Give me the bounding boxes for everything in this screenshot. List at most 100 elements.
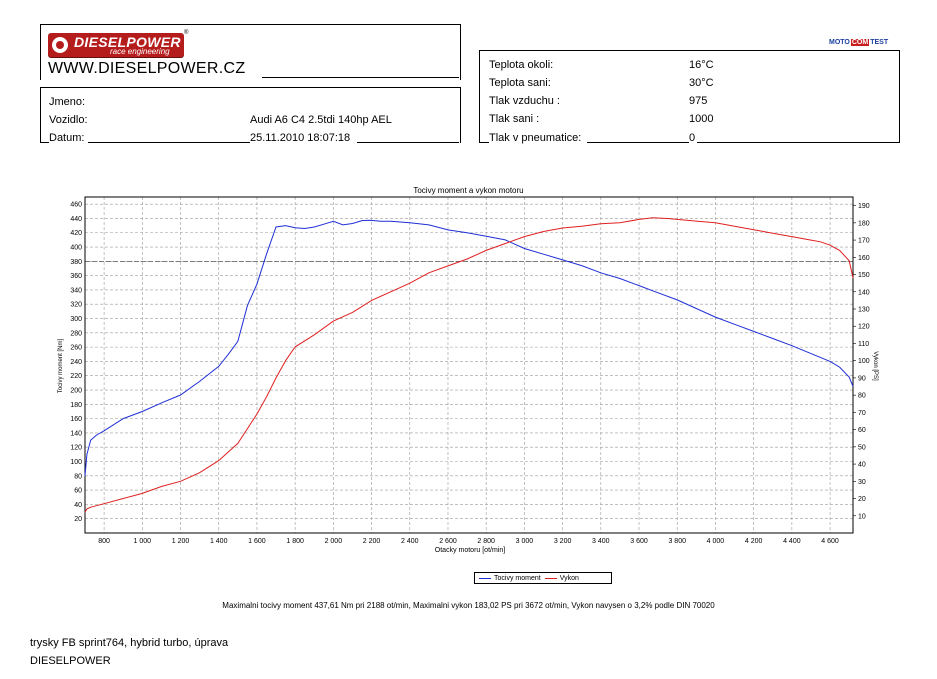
legend-label-power: Vykon	[559, 574, 579, 582]
mototest-part-1: MOTO	[829, 38, 850, 46]
x-tick-label: 2 200	[363, 538, 381, 545]
logo-text: DIESELPOWER	[74, 34, 181, 50]
date-label: Datum:	[49, 132, 85, 144]
x-tick-label: 1 400	[210, 538, 228, 545]
x-tick-label: 4 400	[783, 538, 801, 545]
cond-value-4: 1000	[689, 113, 714, 125]
url-underline	[262, 77, 459, 78]
y-right-tick-label: 170	[858, 238, 870, 245]
y-left-tick-label: 180	[70, 402, 82, 409]
cond-value-2: 30°C	[689, 77, 714, 89]
plot-area-border	[84, 196, 854, 534]
y-right-tick-label: 190	[858, 203, 870, 210]
website-url: WWW.DIESELPOWER.CZ	[48, 60, 246, 77]
y-right-tick-label: 40	[858, 462, 866, 469]
x-tick-label: 3 000	[516, 538, 534, 545]
torque-series-line	[84, 219, 854, 476]
x-tick-label: 2 400	[401, 538, 419, 545]
max-summary: Maximalni tocivy moment 437,61 Nm pri 21…	[222, 601, 715, 610]
vehicle-info-box	[40, 87, 461, 143]
conditions-box	[479, 50, 900, 143]
x-tick-label: 4 000	[707, 538, 725, 545]
x-tick-label: 1 200	[172, 538, 190, 545]
cond-label-4: Tlak sani :	[489, 113, 540, 125]
x-tick-label: 800	[98, 538, 110, 545]
cond-value-5: 0	[689, 132, 696, 144]
y-right-tick-label: 80	[858, 393, 866, 400]
x-tick-label: 2 800	[477, 538, 495, 545]
cond-label-2: Teplota sani:	[489, 77, 551, 89]
y-left-tick-label: 100	[70, 459, 82, 466]
y-left-tick-label: 440	[70, 216, 82, 223]
y-left-tick-label: 160	[70, 416, 82, 423]
chart-title: Tocivy moment a vykon motoru	[413, 186, 524, 195]
date-underline-right	[357, 142, 459, 143]
y-left-tick-label: 200	[70, 388, 82, 395]
x-tick-label: 4 200	[745, 538, 763, 545]
x-tick-label: 3 600	[630, 538, 648, 545]
y-left-tick-label: 460	[70, 202, 82, 209]
y-left-tick-label: 400	[70, 245, 82, 252]
cond-underline-right	[697, 142, 899, 143]
y-right-tick-label: 20	[858, 496, 866, 503]
vehicle-label: Vozidlo:	[49, 114, 88, 126]
y-left-tick-label: 360	[70, 273, 82, 280]
legend-swatch-power	[544, 577, 557, 579]
y-left-tick-label: 320	[70, 302, 82, 309]
cond-label-3: Tlak vzduchu :	[489, 95, 560, 107]
cond-underline-left	[479, 142, 489, 143]
x-tick-label: 1 000	[134, 538, 152, 545]
y-left-tick-label: 260	[70, 345, 82, 352]
name-label: Jmeno:	[49, 96, 86, 108]
y-left-tick-label: 60	[74, 488, 82, 495]
y-axis-title-right: Vykon [PS]	[872, 351, 878, 381]
y-right-tick-label: 130	[858, 307, 870, 314]
y-left-tick-label: 380	[70, 259, 82, 266]
series-layer	[84, 217, 854, 513]
y-right-tick-label: 50	[858, 444, 866, 451]
y-left-tick-label: 40	[74, 502, 82, 509]
chart-legend: Tocivy moment Vykon	[474, 572, 612, 584]
y-right-tick-label: 150	[858, 272, 870, 279]
note-line-1: trysky FB sprint764, hybrid turbo, úprav…	[30, 637, 229, 649]
registered-mark: ®	[184, 30, 189, 36]
mototest-part-3: TEST	[870, 38, 889, 46]
x-tick-label: 2 000	[325, 538, 343, 545]
turbo-icon	[52, 37, 68, 53]
y-right-tick-label: 30	[858, 479, 866, 486]
y-left-tick-label: 120	[70, 445, 82, 452]
x-tick-label: 3 200	[554, 538, 572, 545]
mototest-logo: MOTO COM TEST	[828, 37, 889, 47]
date-value: 25.11.2010 18:07:18	[250, 132, 351, 144]
y-right-tick-label: 60	[858, 427, 866, 434]
note-line-2: DIESELPOWER	[30, 655, 111, 667]
cond-label-5: Tlak v pneumatice:	[489, 132, 582, 144]
y-left-tick-label: 300	[70, 316, 82, 323]
vehicle-value: Audi A6 C4 2.5tdi 140hp AEL	[250, 114, 392, 126]
y-left-tick-label: 140	[70, 430, 82, 437]
cond-underline-mid	[587, 142, 689, 143]
y-right-tick-label: 70	[858, 410, 866, 417]
cond-value-1: 16°C	[689, 59, 714, 71]
logo-subtext: race engineering	[110, 47, 170, 56]
y-right-tick-label: 160	[858, 255, 870, 262]
y-left-tick-label: 280	[70, 330, 82, 337]
legend-swatch-torque	[479, 577, 491, 579]
y-left-tick-label: 20	[74, 516, 82, 523]
y-left-tick-label: 420	[70, 230, 82, 237]
y-right-tick-label: 90	[858, 375, 866, 382]
mototest-part-2: COM	[850, 38, 870, 46]
legend-label-torque: Tocivy moment	[494, 574, 541, 582]
y-right-tick-label: 100	[858, 358, 870, 365]
y-right-tick-label: 120	[858, 324, 870, 331]
x-tick-label: 2 600	[439, 538, 457, 545]
x-tick-label: 4 600	[821, 538, 839, 545]
y-right-tick-label: 180	[858, 220, 870, 227]
power-series-line	[84, 217, 854, 513]
y-right-tick-label: 110	[858, 341, 869, 348]
y-left-tick-label: 340	[70, 287, 82, 294]
x-tick-label: 3 400	[592, 538, 610, 545]
y-left-tick-label: 240	[70, 359, 82, 366]
x-tick-label: 1 800	[286, 538, 304, 545]
y-right-tick-label: 10	[858, 513, 866, 520]
